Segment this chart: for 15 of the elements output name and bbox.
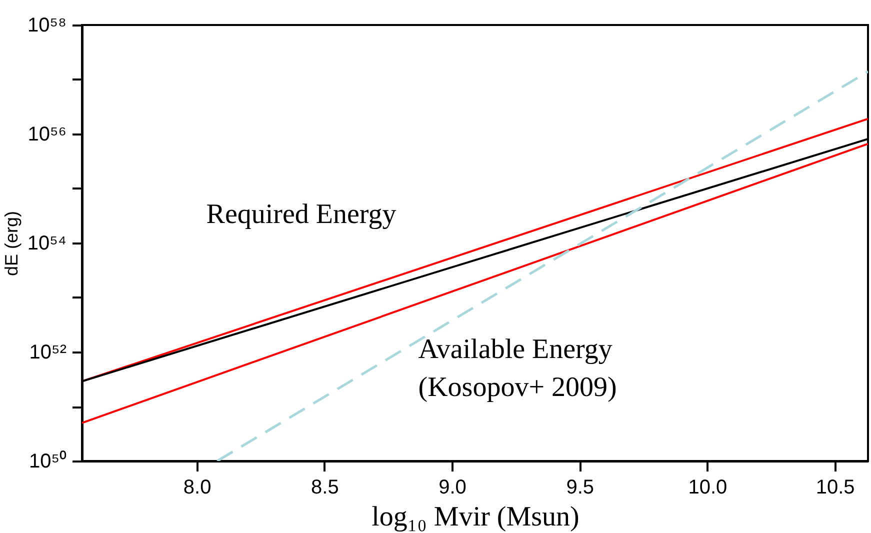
y-tick-label: 10⁵⁰: [28, 450, 66, 472]
annotation: Required Energy: [206, 198, 396, 230]
annotation: Available Energy (Kosopov+ 2009): [418, 334, 617, 403]
x-tick-label: 9.0: [438, 476, 466, 498]
y-tick-label: 10⁵²: [29, 342, 67, 364]
x-tick-label: 9.5: [566, 476, 594, 498]
x-tick-label: 8.5: [311, 476, 339, 498]
y-tick-label: 10⁵⁶: [28, 124, 66, 146]
x-tick-label: 10.5: [816, 476, 855, 498]
y-axis-title: dE (erg): [1, 210, 22, 276]
y-tick-label: 10⁵⁸: [28, 14, 66, 36]
x-tick-label: 8.0: [183, 476, 212, 498]
x-axis-title: log₁₀ Mvir (Msun): [372, 502, 580, 532]
x-tick-label: 10.0: [688, 476, 728, 498]
y-tick-label: 10⁵⁴: [27, 232, 66, 254]
